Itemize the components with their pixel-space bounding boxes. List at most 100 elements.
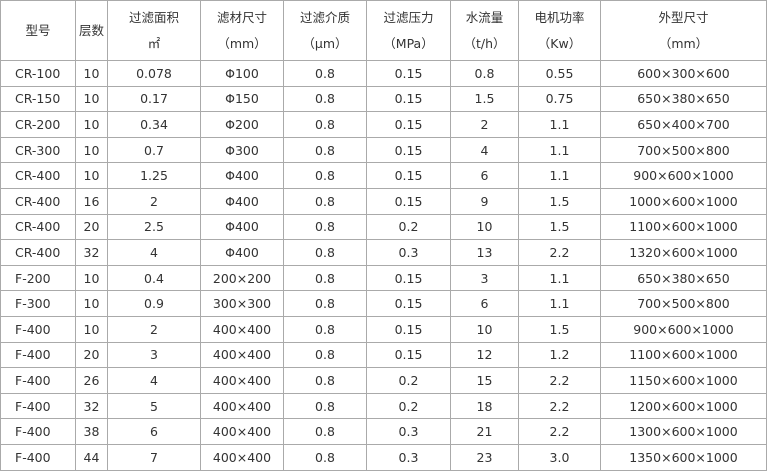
table-row: CR-200 10 0.34 Φ200 0.8 0.15 2 1.1 650×400×700 <box>0 111 767 138</box>
header-text: （Kw） <box>537 35 582 51</box>
table-cell: 0.8 <box>283 418 367 445</box>
table-cell: Φ400 <box>200 213 284 241</box>
table-cell: 1150×600×1000 <box>600 367 767 394</box>
header-text: 过滤面积 <box>128 9 179 25</box>
table-cell: 0.8 <box>283 443 367 471</box>
table-body: CR-100 10 0.078 Φ100 0.8 0.15 0.8 0.55 600×300×6… <box>0 60 767 471</box>
table-row: CR-400 10 1.25 Φ400 0.8 0.15 6 1.1 900×600×1000 <box>0 162 767 189</box>
table-row: F-300 10 0.9 300×300 0.8 0.15 6 1.1 700×500×800 <box>0 290 767 317</box>
header-cell: 过滤压力 （MPa） <box>366 0 451 61</box>
table-cell: 0.8 <box>283 187 367 215</box>
table-cell: 20 <box>75 213 108 241</box>
header-cell: 外型尺寸 （mm） <box>600 0 767 61</box>
table-cell: 0.078 <box>107 60 201 87</box>
table-cell: Φ400 <box>200 162 284 189</box>
table-cell: 16 <box>75 187 108 215</box>
table-cell: 15 <box>450 367 519 394</box>
table-cell: 0.3 <box>366 418 451 445</box>
table-cell: 0.8 <box>283 136 367 164</box>
table-cell: 44 <box>75 443 108 471</box>
table-cell: F-200 <box>0 264 76 292</box>
table-cell: 650×380×650 <box>600 264 767 292</box>
table-cell: 0.2 <box>366 367 451 394</box>
table-cell: 3 <box>450 264 519 292</box>
table-cell: 18 <box>450 392 519 420</box>
header-text: （mm） <box>217 35 267 51</box>
header-text: （mm） <box>658 35 709 51</box>
table-cell: Φ300 <box>200 136 284 164</box>
header-cell: 层数 <box>75 0 108 61</box>
header-text: 型号 <box>25 22 51 38</box>
table-cell: 400×400 <box>200 392 284 420</box>
header-text: 滤材尺寸 <box>216 9 267 25</box>
table-cell: 600×300×600 <box>600 60 767 87</box>
table-cell: CR-400 <box>0 162 76 189</box>
table-cell: Φ400 <box>200 187 284 215</box>
table-cell: CR-400 <box>0 187 76 215</box>
table-cell: 3 <box>107 341 201 369</box>
table-row: CR-100 10 0.078 Φ100 0.8 0.15 0.8 0.55 600×300×6… <box>0 60 767 87</box>
table-row: F-400 26 4 400×400 0.8 0.2 15 2.2 1150×600×1000 <box>0 367 767 394</box>
table-cell: 32 <box>75 392 108 420</box>
table-cell: 0.8 <box>283 392 367 420</box>
table-cell: 4 <box>107 367 201 394</box>
table-cell: 1.5 <box>518 187 601 215</box>
table-cell: 0.17 <box>107 85 201 113</box>
table-cell: 0.7 <box>107 136 201 164</box>
table-cell: 0.15 <box>366 264 451 292</box>
table-cell: 0.55 <box>518 60 601 87</box>
header-text: ㎡ <box>147 35 161 51</box>
table-cell: 38 <box>75 418 108 445</box>
table-cell: 6 <box>450 162 519 189</box>
table-cell: 10 <box>75 136 108 164</box>
table-cell: 1.5 <box>450 85 519 113</box>
table-cell: 32 <box>75 239 108 266</box>
table-cell: 2.5 <box>107 213 201 241</box>
table-cell: 2 <box>107 187 201 215</box>
table-cell: 1.1 <box>518 290 601 317</box>
table-cell: 6 <box>107 418 201 445</box>
table-cell: 0.8 <box>283 341 367 369</box>
table-row: F-400 20 3 400×400 0.8 0.15 12 1.2 1100×600×1000 <box>0 341 767 369</box>
table-cell: 0.15 <box>366 187 451 215</box>
table-cell: 1300×600×1000 <box>600 418 767 445</box>
table-cell: 1100×600×1000 <box>600 341 767 369</box>
table-cell: 1.1 <box>518 162 601 189</box>
table-cell: F-300 <box>0 290 76 317</box>
table-cell: 4 <box>450 136 519 164</box>
table-cell: 10 <box>75 315 108 343</box>
table-cell: 1320×600×1000 <box>600 239 767 266</box>
table-cell: F-400 <box>0 443 76 471</box>
table-cell: CR-200 <box>0 111 76 138</box>
table-cell: 6 <box>450 290 519 317</box>
table-cell: 400×400 <box>200 315 284 343</box>
table-cell: CR-400 <box>0 213 76 241</box>
table-cell: 5 <box>107 392 201 420</box>
table-cell: 2.2 <box>518 367 601 394</box>
table-cell: 1100×600×1000 <box>600 213 767 241</box>
header-text: （μm） <box>302 35 348 51</box>
table-cell: 0.8 <box>283 85 367 113</box>
table-row: F-200 10 0.4 200×200 0.8 0.15 3 1.1 650×380×650 <box>0 264 767 292</box>
table-cell: CR-100 <box>0 60 76 87</box>
table-cell: F-400 <box>0 392 76 420</box>
table-row: F-400 38 6 400×400 0.8 0.3 21 2.2 1300×600×1000 <box>0 418 767 445</box>
table-cell: 0.2 <box>366 392 451 420</box>
header-cell: 过滤介质 （μm） <box>283 0 367 61</box>
table-cell: 1.25 <box>107 162 201 189</box>
table-cell: 0.9 <box>107 290 201 317</box>
table-cell: 900×600×1000 <box>600 315 767 343</box>
header-text: 外型尺寸 <box>658 9 709 25</box>
table-cell: 0.15 <box>366 60 451 87</box>
table-cell: 0.8 <box>283 315 367 343</box>
table-cell: 650×380×650 <box>600 85 767 113</box>
table-cell: 10 <box>75 111 108 138</box>
table-cell: 0.8 <box>283 111 367 138</box>
table-cell: 0.8 <box>283 264 367 292</box>
table-cell: 10 <box>450 213 519 241</box>
table-cell: 13 <box>450 239 519 266</box>
table-cell: 12 <box>450 341 519 369</box>
